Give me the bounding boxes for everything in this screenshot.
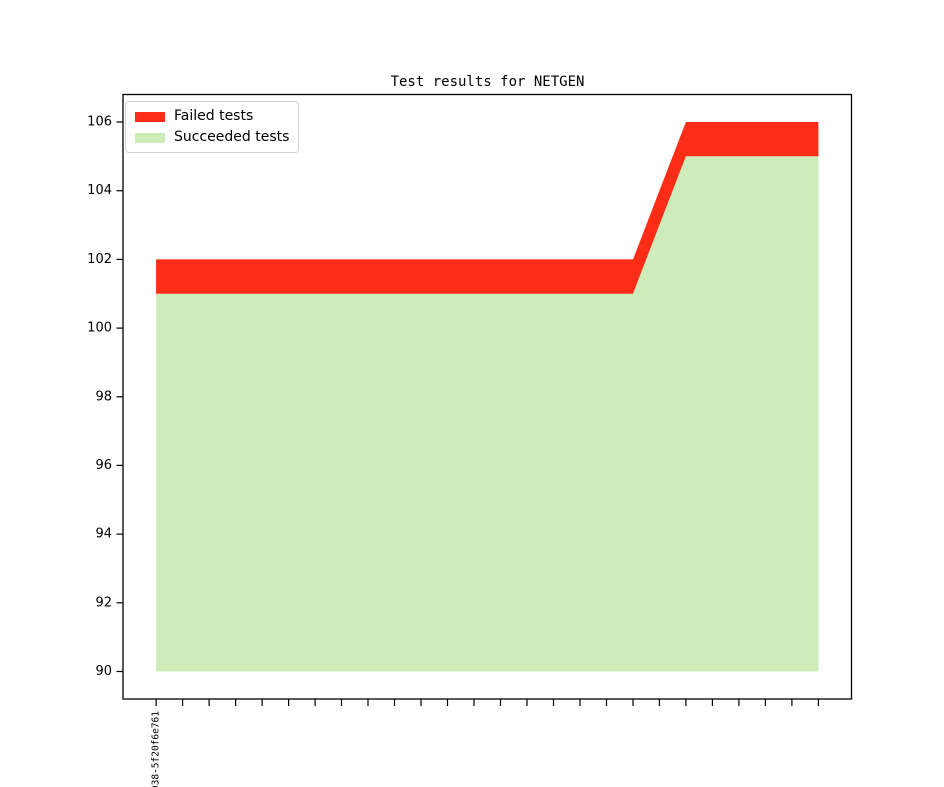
failed-area	[156, 122, 819, 294]
svg-text:92: 92	[95, 595, 112, 610]
legend: Failed tests Succeeded tests	[125, 101, 300, 153]
legend-item-succeeded: Succeeded tests	[135, 129, 289, 146]
y-tick-labels: 90 92 94 96 98 100 102 104 106	[87, 115, 112, 680]
svg-text:98: 98	[95, 389, 112, 404]
svg-text:106: 106	[87, 115, 112, 130]
plot-areas	[156, 122, 819, 672]
first-xtick-label: 938-5f20f6e761	[151, 711, 162, 787]
chart-title: Test results for NETGEN	[390, 74, 585, 90]
svg-text:94: 94	[95, 527, 112, 542]
failed-swatch-icon	[135, 111, 165, 122]
svg-text:96: 96	[95, 458, 112, 473]
succeeded-swatch-icon	[135, 132, 165, 143]
svg-text:90: 90	[95, 664, 112, 679]
svg-text:100: 100	[87, 321, 112, 336]
y-axis	[116, 121, 123, 673]
succeeded-area	[156, 156, 819, 672]
legend-label-failed: Failed tests	[174, 108, 254, 124]
svg-text:102: 102	[87, 252, 112, 267]
legend-item-failed: Failed tests	[135, 108, 289, 125]
legend-label-succeeded: Succeeded tests	[174, 129, 290, 145]
svg-text:104: 104	[87, 183, 112, 198]
x-axis	[155, 699, 820, 706]
